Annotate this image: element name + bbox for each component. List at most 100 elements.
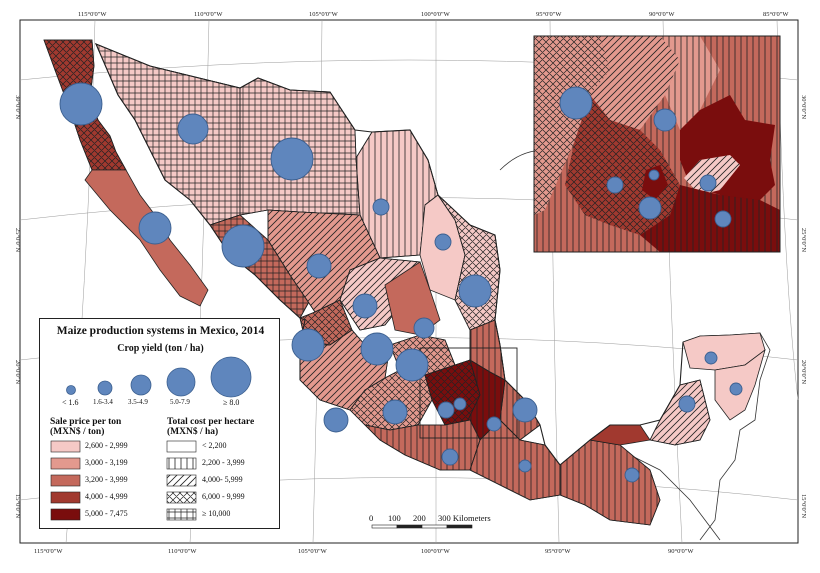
cost-label: 4,000- 5,999 bbox=[202, 475, 243, 484]
price-label: 3,000 - 3,199 bbox=[85, 458, 128, 467]
yield-bubble bbox=[624, 467, 640, 483]
cost-label: 2,200 - 3,999 bbox=[202, 458, 245, 467]
yield-bubble bbox=[486, 416, 502, 432]
yield-bubble bbox=[518, 459, 532, 473]
left-lat-label: 15°0'0"N bbox=[14, 494, 21, 518]
price-label: 3,200 - 3,999 bbox=[85, 475, 128, 484]
left-lat-label: 20°0'0"N bbox=[14, 360, 21, 384]
top-lon-label: 95°0'0"W bbox=[536, 11, 562, 18]
yield-bubble bbox=[458, 274, 492, 308]
top-lon-label: 105°0'0"W bbox=[309, 11, 339, 18]
price-swatch-4 bbox=[50, 491, 81, 504]
yield-bubble bbox=[382, 399, 408, 425]
yield-bubble bbox=[648, 169, 660, 181]
yield-label: < 1.6 bbox=[62, 398, 79, 407]
yield-bubble bbox=[360, 332, 394, 366]
yield-bubble bbox=[437, 401, 455, 419]
scale-labels: 0 100 200 300 Kilometers bbox=[369, 513, 491, 523]
coastline bbox=[94, 42, 684, 466]
yield-bubble bbox=[653, 108, 677, 132]
yield-bubble bbox=[704, 351, 718, 365]
yield-bubble bbox=[372, 198, 390, 216]
bottom-lon-label: 90°0'0"W bbox=[668, 548, 694, 555]
price-swatch-3 bbox=[50, 474, 81, 487]
yield-bubble bbox=[441, 448, 459, 466]
cost-label: 6,000 - 9,999 bbox=[202, 492, 245, 501]
yield-bubble bbox=[714, 210, 732, 228]
yield-bubbles bbox=[59, 82, 743, 483]
bottom-lon-label: 95°0'0"W bbox=[545, 548, 571, 555]
state-san-luis-potosi bbox=[384, 261, 441, 336]
yield-label: 5.0-7.9 bbox=[170, 398, 190, 406]
yield-bubble bbox=[699, 174, 717, 192]
top-lon-label: 90°0'0"W bbox=[649, 11, 675, 18]
yield-bubble bbox=[395, 348, 429, 382]
price-swatch-5 bbox=[50, 508, 81, 521]
class-swatches bbox=[50, 440, 197, 521]
yield-title: Crop yield (ton / ha) bbox=[117, 343, 204, 354]
left-lat-label: 25°0'0"N bbox=[14, 228, 21, 252]
yield-bubble bbox=[434, 233, 452, 251]
yield-bubble bbox=[221, 224, 265, 268]
price-label: 5,000 - 7,475 bbox=[85, 509, 128, 518]
right-lat-label: 15°0'0"N bbox=[800, 494, 807, 518]
top-lon-label: 100°0'0"W bbox=[421, 11, 451, 18]
inset-map bbox=[534, 36, 780, 252]
inset-frame bbox=[533, 35, 781, 253]
bottom-lon-label: 110°0'0"W bbox=[168, 548, 197, 555]
yield-bubble bbox=[138, 211, 172, 245]
state-polygons bbox=[43, 39, 766, 526]
yield-bubble bbox=[323, 407, 349, 433]
scale-label: 300 Kilometers bbox=[438, 513, 491, 523]
scale-label: 200 bbox=[413, 513, 426, 523]
yield-bubble bbox=[413, 317, 435, 339]
price-title: Sale price per ton (MXN$ / ton) bbox=[50, 417, 122, 437]
yield-label: ≥ 8.0 bbox=[223, 398, 240, 407]
yield-bubble bbox=[729, 382, 743, 396]
right-lat-label: 30°0'0"N bbox=[800, 95, 807, 119]
top-lon-label: 115°0'0"W bbox=[78, 11, 107, 18]
bottom-lon-label: 105°0'0"W bbox=[298, 548, 328, 555]
bottom-lon-label: 100°0'0"W bbox=[421, 548, 451, 555]
cost-label: ≥ 10,000 bbox=[202, 509, 231, 518]
price-label: 4,000 - 4,999 bbox=[85, 492, 128, 501]
yield-symbol-3 bbox=[130, 374, 152, 396]
top-lon-label: 85°0'0"W bbox=[763, 11, 789, 18]
price-swatch-2 bbox=[50, 457, 81, 470]
yield-bubble bbox=[270, 137, 314, 181]
yield-bubble bbox=[59, 82, 103, 126]
yield-symbol-2 bbox=[97, 380, 113, 396]
yield-bubble bbox=[559, 86, 593, 120]
yield-bubble bbox=[291, 328, 325, 362]
left-lat-label: 30°0'0"N bbox=[14, 95, 21, 119]
yield-label: 1.6-3.4 bbox=[93, 398, 113, 406]
right-lat-label: 25°0'0"N bbox=[800, 228, 807, 252]
price-label: 2,600 - 2,999 bbox=[85, 441, 128, 450]
yield-symbol-5 bbox=[210, 356, 252, 398]
yield-bubble bbox=[638, 196, 662, 220]
bottom-lon-label: 115°0'0"W bbox=[34, 548, 63, 555]
right-lat-label: 20°0'0"N bbox=[800, 360, 807, 384]
cost-swatch-2 bbox=[166, 457, 197, 470]
yield-symbols bbox=[66, 356, 252, 398]
cost-swatch-1 bbox=[166, 440, 197, 453]
legend: Maize production systems in Mexico, 2014… bbox=[39, 318, 280, 529]
legend-title: Maize production systems in Mexico, 2014 bbox=[56, 325, 265, 337]
cost-swatch-5 bbox=[166, 508, 197, 521]
yield-bubble bbox=[453, 397, 467, 411]
yield-symbol-1 bbox=[66, 385, 76, 395]
cost-label: < 2,200 bbox=[202, 441, 227, 450]
cost-swatch-3 bbox=[166, 474, 197, 487]
top-lon-label: 110°0'0"W bbox=[194, 11, 223, 18]
cost-swatch-4 bbox=[166, 491, 197, 504]
yield-bubble bbox=[306, 253, 332, 279]
scale-label: 100 bbox=[388, 513, 401, 523]
graticule-labels: 115°0'0"W 110°0'0"W 105°0'0"W 100°0'0"W … bbox=[14, 11, 807, 555]
scale-label: 0 bbox=[369, 513, 373, 523]
yield-bubble bbox=[352, 293, 378, 319]
cost-title: Total cost per hectare (MXN$ / ha) bbox=[167, 417, 255, 437]
scale-bar bbox=[371, 524, 473, 529]
yield-bubble bbox=[177, 113, 209, 145]
